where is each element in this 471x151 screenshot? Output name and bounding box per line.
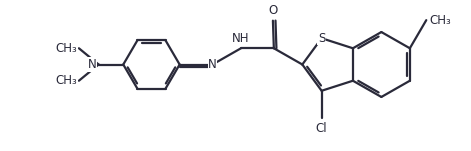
Text: NH: NH	[232, 32, 250, 45]
Text: O: O	[268, 4, 277, 17]
Text: CH₃: CH₃	[55, 42, 77, 55]
Text: Cl: Cl	[316, 122, 327, 135]
Text: CH₃: CH₃	[55, 74, 77, 87]
Text: N: N	[208, 58, 217, 71]
Text: S: S	[318, 32, 325, 45]
Text: CH₃: CH₃	[429, 14, 451, 27]
Text: N: N	[88, 58, 97, 71]
